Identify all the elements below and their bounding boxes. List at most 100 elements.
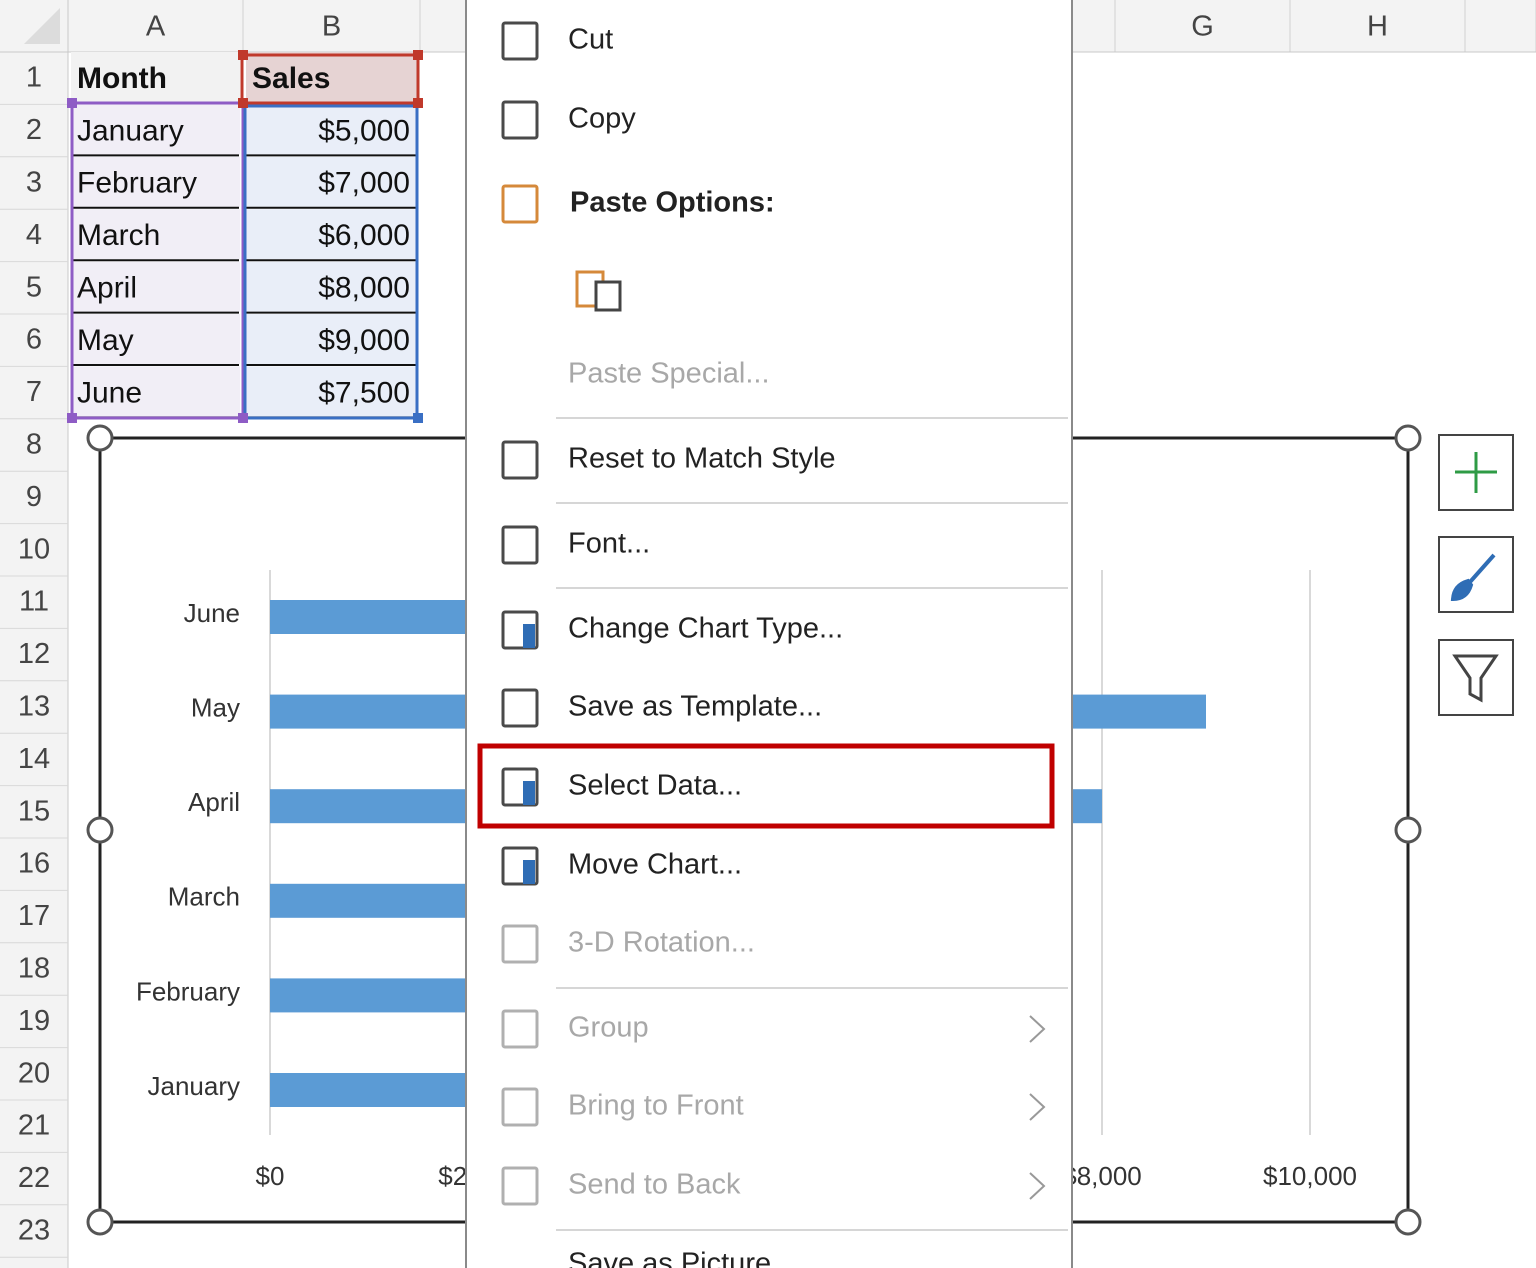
cell: March bbox=[77, 219, 160, 252]
row-header: 8 bbox=[26, 428, 42, 460]
range-handle bbox=[413, 50, 423, 60]
cell: $5,000 bbox=[318, 114, 410, 147]
chart-handle bbox=[1394, 1208, 1422, 1236]
menu-icon-accent bbox=[523, 781, 535, 805]
row-header: 19 bbox=[18, 1005, 50, 1037]
row-header: 21 bbox=[18, 1110, 50, 1142]
cell: Month bbox=[77, 62, 167, 95]
row-header: 4 bbox=[26, 219, 42, 251]
column-header: A bbox=[146, 11, 166, 43]
row-header: 23 bbox=[18, 1214, 50, 1246]
row-header: 2 bbox=[26, 114, 42, 146]
cell: April bbox=[77, 272, 137, 305]
cell-fill bbox=[71, 261, 240, 312]
select-all bbox=[24, 8, 60, 44]
menu-item[interactable]: Select Data... bbox=[477, 743, 1055, 829]
range-handle bbox=[238, 98, 248, 108]
range-handle bbox=[67, 98, 77, 108]
range-handle bbox=[238, 413, 248, 423]
menu-item[interactable]: Paste Options: bbox=[501, 184, 775, 224]
row-header: 6 bbox=[26, 324, 42, 356]
row-header: 20 bbox=[18, 1057, 50, 1089]
menu-item: Group bbox=[501, 1009, 1046, 1049]
cell-fill bbox=[71, 314, 240, 364]
cell: June bbox=[77, 376, 142, 409]
menu-item[interactable]: Change Chart Type... bbox=[501, 610, 843, 650]
chart-elements-button[interactable] bbox=[1438, 434, 1514, 511]
row-header: 18 bbox=[18, 952, 50, 984]
menu-icon-accent bbox=[523, 860, 535, 884]
range-handle bbox=[238, 50, 248, 60]
menu-item[interactable]: Copy bbox=[501, 100, 636, 140]
row-header: 15 bbox=[18, 795, 50, 827]
submenu-arrow bbox=[1029, 1093, 1046, 1121]
column-header: B bbox=[322, 11, 341, 43]
chart-filters-button[interactable] bbox=[1438, 639, 1514, 716]
range-outline bbox=[243, 104, 419, 420]
menu-label: Paste Special... bbox=[568, 358, 770, 390]
menu-icon bbox=[501, 1009, 539, 1049]
menu-icon bbox=[501, 525, 539, 565]
cell-fill bbox=[246, 156, 417, 207]
y-tick-label: May bbox=[191, 692, 240, 722]
menu-item[interactable]: Font... bbox=[501, 525, 650, 565]
button-frame bbox=[1438, 639, 1514, 716]
y-tick-label: February bbox=[136, 976, 240, 1006]
menu-label: Move Chart... bbox=[568, 849, 742, 881]
cell: $7,000 bbox=[318, 167, 410, 200]
x-tick-label: $10,000 bbox=[1263, 1161, 1357, 1191]
y-tick-label: January bbox=[148, 1071, 241, 1101]
cell-fill bbox=[246, 261, 417, 312]
submenu-arrow bbox=[1029, 1015, 1046, 1043]
x-tick-label: $0 bbox=[256, 1161, 285, 1191]
menu-item[interactable]: Save as Template... bbox=[501, 688, 822, 728]
menu-icon bbox=[501, 610, 539, 650]
menu-label: Change Chart Type... bbox=[568, 613, 843, 645]
menu-icon bbox=[501, 1166, 539, 1206]
menu-label: Paste Options: bbox=[570, 187, 775, 219]
range-outline bbox=[70, 101, 245, 420]
menu-icon-accent bbox=[523, 624, 535, 648]
chart-handle bbox=[1394, 816, 1422, 844]
row-header-bar bbox=[0, 52, 68, 1268]
range-outline bbox=[240, 53, 420, 105]
y-tick-label: April bbox=[188, 787, 240, 817]
menu-item: 3-D Rotation... bbox=[501, 924, 755, 964]
chart-handle bbox=[1394, 424, 1422, 452]
cell: Sales bbox=[252, 62, 330, 95]
row-header: 3 bbox=[26, 166, 42, 198]
chart-styles-button[interactable] bbox=[1438, 536, 1514, 613]
menu-item[interactable]: Move Chart... bbox=[501, 846, 742, 886]
cell-fill bbox=[71, 104, 240, 155]
menu-icon bbox=[501, 440, 539, 480]
row-header: 22 bbox=[18, 1162, 50, 1194]
row-header: 9 bbox=[26, 481, 42, 513]
menu-label: 3-D Rotation... bbox=[568, 927, 755, 959]
menu-item[interactable]: Save as Picture... bbox=[568, 1248, 795, 1268]
menu-item: Bring to Front bbox=[501, 1087, 1046, 1127]
row-header: 13 bbox=[18, 690, 50, 722]
cell: $8,000 bbox=[318, 272, 410, 305]
plus-icon bbox=[1455, 452, 1497, 493]
menu-label: Bring to Front bbox=[568, 1090, 744, 1122]
column-header: G bbox=[1191, 11, 1214, 43]
y-tick-label: June bbox=[184, 598, 240, 628]
menu-label: Send to Back bbox=[568, 1169, 741, 1201]
row-header: 7 bbox=[26, 376, 42, 408]
menu-icon bbox=[501, 924, 539, 964]
row-header: 17 bbox=[18, 900, 50, 932]
cell-fill bbox=[71, 366, 240, 417]
menu-item: Paste Special... bbox=[568, 358, 770, 390]
cell-fill bbox=[246, 104, 417, 155]
menu-icon bbox=[501, 688, 539, 728]
context-menu: Cut Copy Paste Options: Paste Special... Res… bbox=[465, 0, 1073, 1268]
menu-icon bbox=[501, 100, 539, 140]
menu-item[interactable]: Reset to Match Style bbox=[501, 440, 836, 480]
menu-item[interactable]: Cut bbox=[501, 21, 613, 61]
row-header: 16 bbox=[18, 848, 50, 880]
chart-handle bbox=[86, 424, 114, 452]
column-header: H bbox=[1367, 11, 1388, 43]
menu-icon bbox=[501, 1087, 539, 1127]
y-tick-label: March bbox=[168, 882, 240, 912]
